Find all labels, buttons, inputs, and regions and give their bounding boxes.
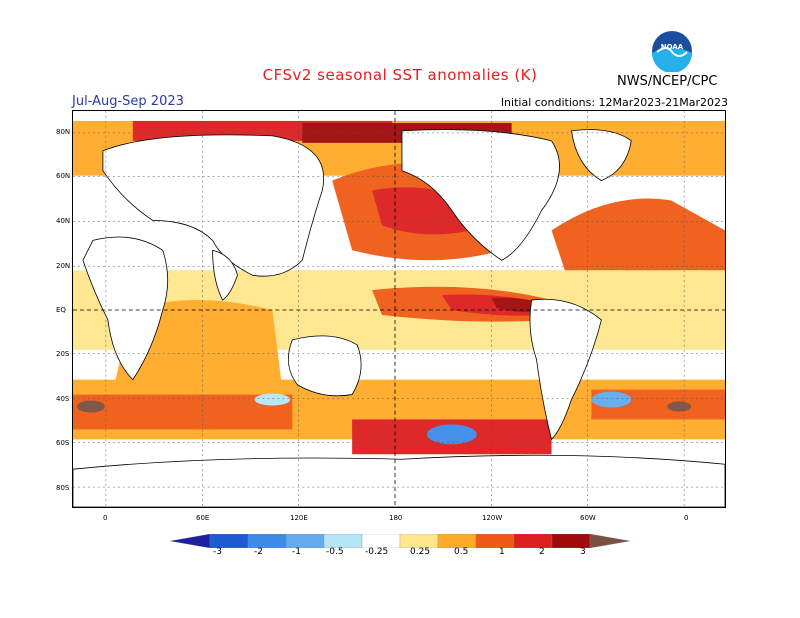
continents: [73, 129, 725, 507]
lat-label: EQ: [56, 306, 66, 314]
lon-label: 60E: [196, 514, 210, 522]
colorbar-cell: [437, 534, 477, 548]
lat-label: 20N: [56, 262, 71, 270]
colorbar-cell: [209, 534, 249, 548]
colorbar-label: -0.5: [326, 547, 344, 557]
lat-label: 20S: [56, 350, 70, 358]
lon-label: 0: [684, 514, 689, 522]
noaa-logo: NOAA: [652, 31, 692, 72]
colorbar-label: 3: [580, 547, 586, 557]
lon-label: 120W: [482, 514, 503, 522]
colorbar-label: 0.5: [454, 547, 469, 557]
colorbar-cell: [247, 534, 287, 548]
lon-label: 60W: [580, 514, 596, 522]
initial-conditions: Initial conditions: 12Mar2023-21Mar2023: [500, 96, 728, 109]
agency-label: NWS/NCEP/CPC: [617, 74, 718, 89]
colorbar-cell: [170, 534, 211, 548]
colorbar-cell: [323, 534, 363, 548]
colorbar-cell: [475, 534, 515, 548]
colorbar-cell: [361, 534, 401, 548]
colorbar-label: 0.25: [410, 547, 431, 557]
lat-label: 40S: [56, 395, 70, 403]
lat-label: 40N: [56, 217, 71, 225]
lat-label: 60N: [56, 172, 71, 180]
lat-label: 80S: [56, 484, 70, 492]
colorbar-label: -1: [292, 547, 301, 557]
graticule: [73, 111, 725, 507]
colorbar-cell: [285, 534, 325, 548]
season-label: Jul-Aug-Sep 2023: [72, 94, 184, 109]
colorbar-label: -2: [254, 547, 263, 557]
colorbar: [170, 534, 630, 548]
lat-label: 80N: [56, 128, 71, 136]
colorbar-cell: [399, 534, 439, 548]
colorbar-label: -3: [213, 547, 222, 557]
noaa-logo-text: NOAA: [661, 43, 684, 51]
colorbar-label: 2: [539, 547, 545, 557]
sst-anomaly-map: [72, 110, 726, 508]
colorbar-label: -0.25: [365, 547, 389, 557]
colorbar-label: 1: [499, 547, 505, 557]
lon-label: 180: [389, 514, 403, 522]
colorbar-cell: [589, 534, 630, 548]
colorbar-cell: [551, 534, 591, 548]
colorbar-cell: [513, 534, 553, 548]
lon-label: 120E: [290, 514, 308, 522]
lat-label: 60S: [56, 439, 70, 447]
chart-title: CFSv2 seasonal SST anomalies (K): [262, 66, 538, 84]
lon-label: 0: [103, 514, 108, 522]
